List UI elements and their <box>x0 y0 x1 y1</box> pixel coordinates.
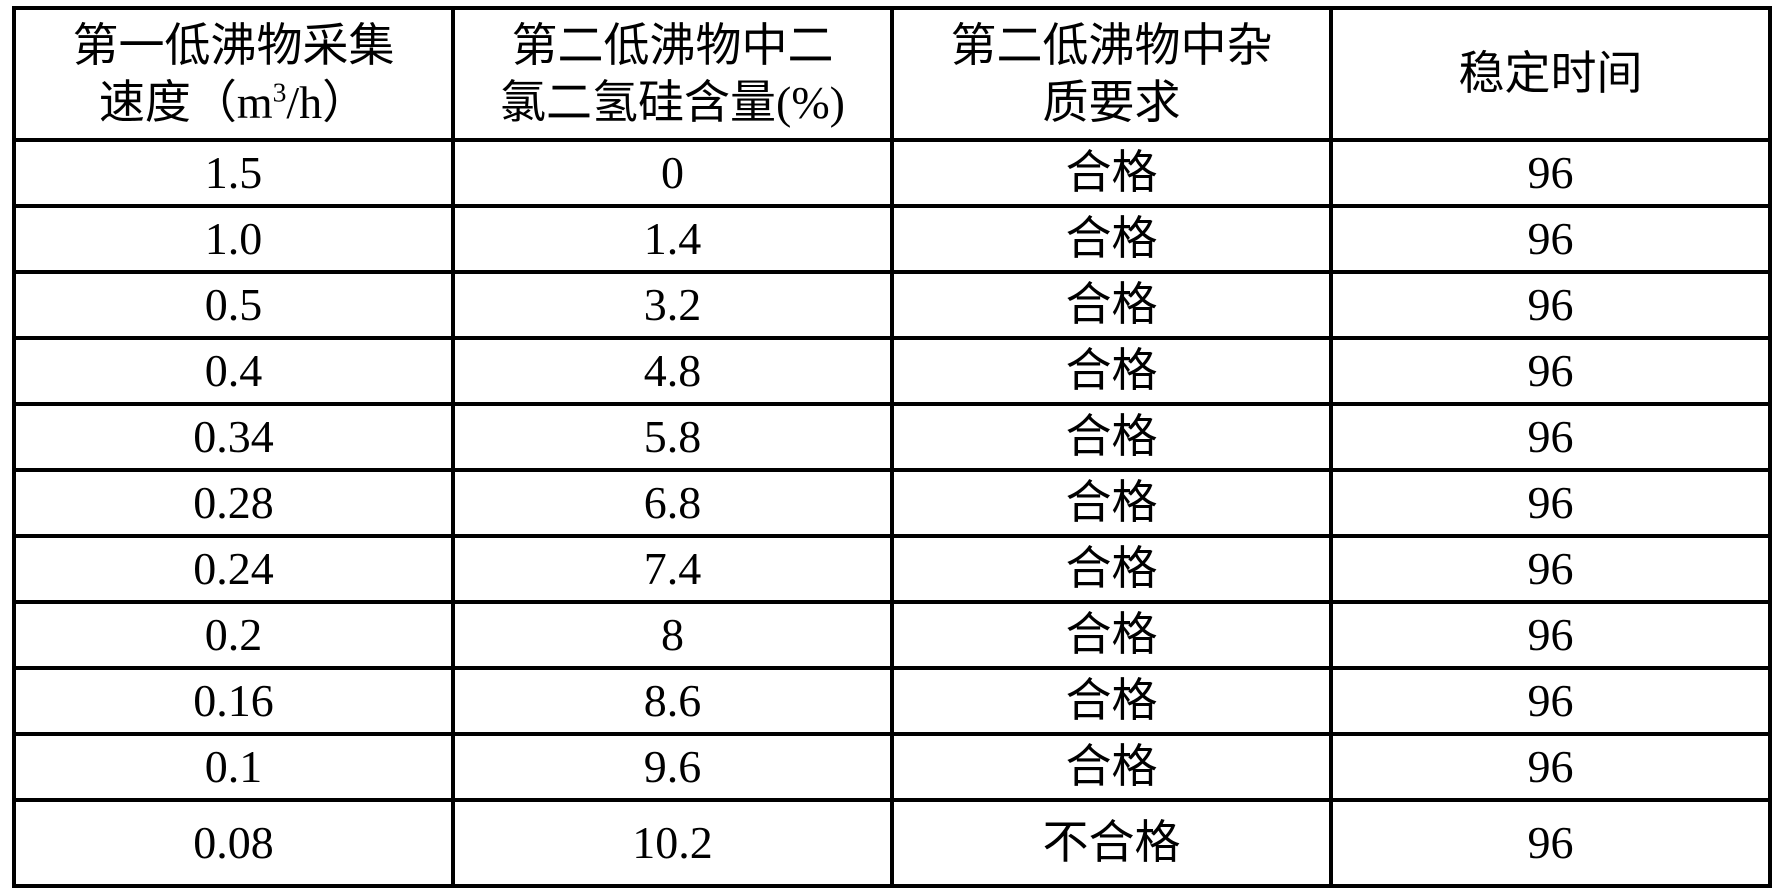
cell-requirement: 合格 <box>892 668 1331 734</box>
table-body: 1.5 0 合格 96 1.0 1.4 合格 96 0.5 3.2 合格 96 … <box>14 140 1770 886</box>
cell-time: 96 <box>1331 404 1770 470</box>
table-row: 0.34 5.8 合格 96 <box>14 404 1770 470</box>
cell-time: 96 <box>1331 140 1770 206</box>
cell-content: 9.6 <box>453 734 892 800</box>
col-header-single: 稳定时间 <box>1459 48 1643 99</box>
cell-requirement: 合格 <box>892 734 1331 800</box>
table-row: 0.08 10.2 不合格 96 <box>14 800 1770 886</box>
table-row: 1.5 0 合格 96 <box>14 140 1770 206</box>
col-header-line2: 氯二氢硅含量(%) <box>455 74 890 132</box>
cell-speed: 0.1 <box>14 734 453 800</box>
cell-speed: 0.34 <box>14 404 453 470</box>
data-table-container: 第一低沸物采集 速度（m3/h） 第二低沸物中二 氯二氢硅含量(%) 第二低沸物… <box>12 6 1772 888</box>
cell-speed: 1.5 <box>14 140 453 206</box>
table-header: 第一低沸物采集 速度（m3/h） 第二低沸物中二 氯二氢硅含量(%) 第二低沸物… <box>14 8 1770 140</box>
cell-requirement: 合格 <box>892 140 1331 206</box>
cell-speed: 0.28 <box>14 470 453 536</box>
cell-time: 96 <box>1331 536 1770 602</box>
cell-speed: 0.2 <box>14 602 453 668</box>
table-row: 0.2 8 合格 96 <box>14 602 1770 668</box>
col-header-line1: 第二低沸物中二 <box>455 17 890 75</box>
col-header-dichlorosilane-content: 第二低沸物中二 氯二氢硅含量(%) <box>453 8 892 140</box>
cell-content: 8.6 <box>453 668 892 734</box>
cell-speed: 0.24 <box>14 536 453 602</box>
table-row: 0.16 8.6 合格 96 <box>14 668 1770 734</box>
cell-content: 5.8 <box>453 404 892 470</box>
cell-speed: 0.5 <box>14 272 453 338</box>
col-header-line1: 第二低沸物中杂 <box>894 17 1329 75</box>
col-header-stable-time: 稳定时间 <box>1331 8 1770 140</box>
cell-time: 96 <box>1331 668 1770 734</box>
cell-speed: 0.16 <box>14 668 453 734</box>
cell-speed: 0.4 <box>14 338 453 404</box>
cell-requirement: 合格 <box>892 602 1331 668</box>
col-header-line1: 第一低沸物采集 <box>16 17 451 75</box>
cell-content: 6.8 <box>453 470 892 536</box>
cell-requirement: 不合格 <box>892 800 1331 886</box>
cell-requirement: 合格 <box>892 206 1331 272</box>
table-row: 0.5 3.2 合格 96 <box>14 272 1770 338</box>
cell-requirement: 合格 <box>892 272 1331 338</box>
table-header-row: 第一低沸物采集 速度（m3/h） 第二低沸物中二 氯二氢硅含量(%) 第二低沸物… <box>14 8 1770 140</box>
cell-content: 10.2 <box>453 800 892 886</box>
data-table: 第一低沸物采集 速度（m3/h） 第二低沸物中二 氯二氢硅含量(%) 第二低沸物… <box>12 6 1772 888</box>
col-header-collection-speed: 第一低沸物采集 速度（m3/h） <box>14 8 453 140</box>
cell-time: 96 <box>1331 470 1770 536</box>
table-row: 1.0 1.4 合格 96 <box>14 206 1770 272</box>
col-header-impurity-requirement: 第二低沸物中杂 质要求 <box>892 8 1331 140</box>
cell-requirement: 合格 <box>892 338 1331 404</box>
cell-content: 8 <box>453 602 892 668</box>
table-row: 0.28 6.8 合格 96 <box>14 470 1770 536</box>
cell-requirement: 合格 <box>892 536 1331 602</box>
col-header-line2: 质要求 <box>894 74 1329 132</box>
cell-time: 96 <box>1331 734 1770 800</box>
cell-requirement: 合格 <box>892 404 1331 470</box>
cell-speed: 1.0 <box>14 206 453 272</box>
cell-content: 4.8 <box>453 338 892 404</box>
table-row: 0.1 9.6 合格 96 <box>14 734 1770 800</box>
cell-time: 96 <box>1331 602 1770 668</box>
cell-time: 96 <box>1331 800 1770 886</box>
cell-content: 7.4 <box>453 536 892 602</box>
cell-content: 0 <box>453 140 892 206</box>
cell-requirement: 合格 <box>892 470 1331 536</box>
table-row: 0.24 7.4 合格 96 <box>14 536 1770 602</box>
col-header-line2: 速度（m3/h） <box>16 74 451 132</box>
cell-time: 96 <box>1331 338 1770 404</box>
cell-content: 1.4 <box>453 206 892 272</box>
cell-time: 96 <box>1331 272 1770 338</box>
cell-speed: 0.08 <box>14 800 453 886</box>
table-row: 0.4 4.8 合格 96 <box>14 338 1770 404</box>
cell-time: 96 <box>1331 206 1770 272</box>
cell-content: 3.2 <box>453 272 892 338</box>
